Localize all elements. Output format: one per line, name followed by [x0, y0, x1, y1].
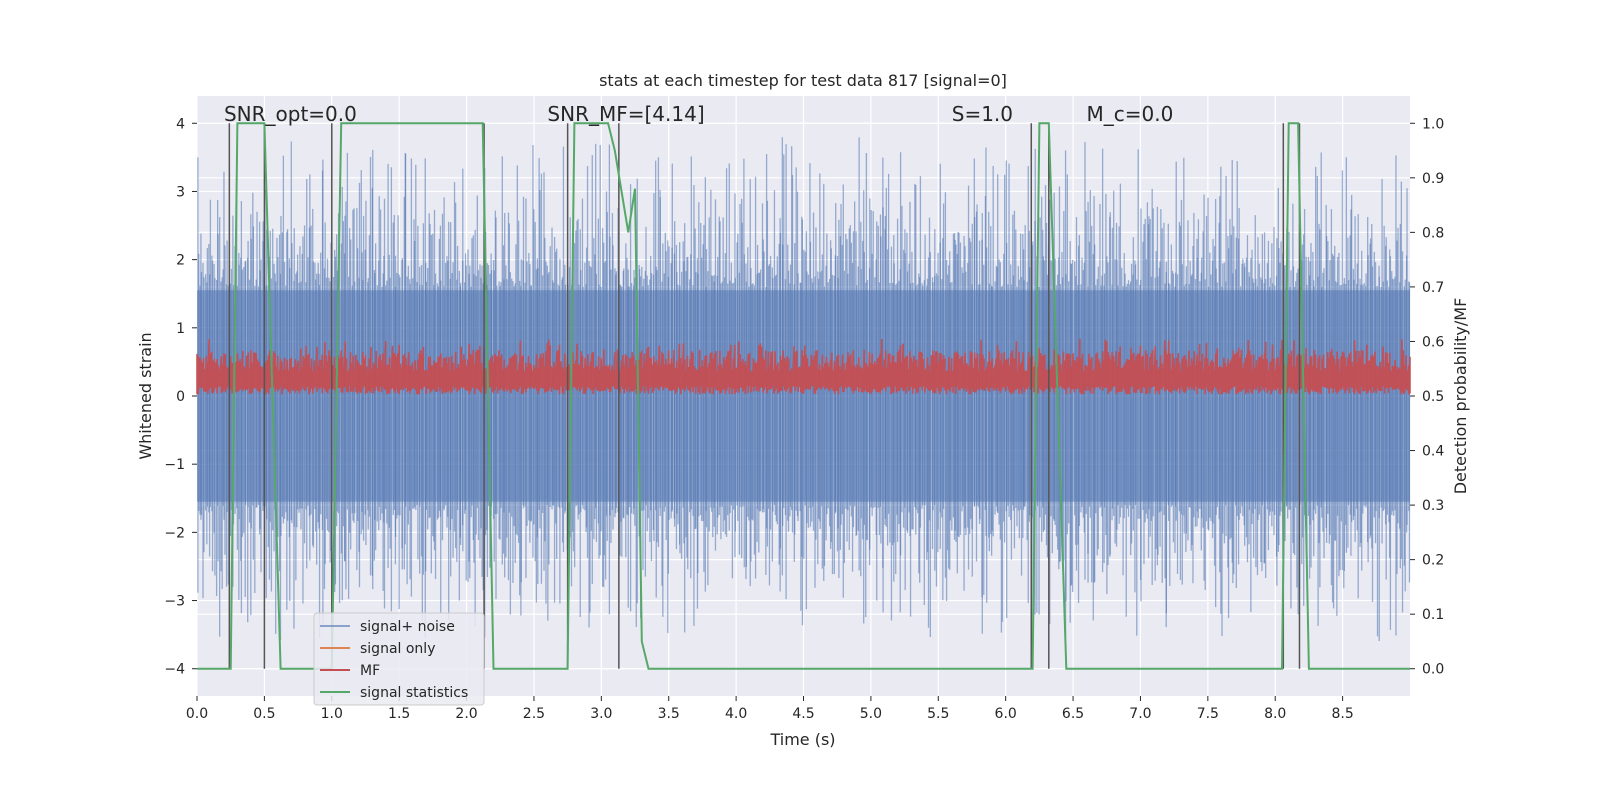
y-right-tick-label: 0.1: [1422, 607, 1444, 623]
y-right-tick-label: 0.7: [1422, 280, 1444, 296]
y-right-tick-label: 0.3: [1422, 498, 1444, 514]
series-signal-statistics: [197, 122, 1410, 670]
y-right-tick-label: 0.9: [1422, 171, 1444, 187]
annotations: SNR_opt=0.0 SNR_MF=[4.14] S=1.0 M_c=0.0: [224, 102, 1173, 126]
y-left-tick-label: 2: [176, 253, 185, 269]
y-right-tick-label: 0.5: [1422, 389, 1444, 405]
x-tick-label: 8.5: [1331, 706, 1353, 722]
y-right-tick-label: 0.0: [1422, 662, 1444, 678]
x-tick-label: 3.0: [590, 706, 612, 722]
y-right-tick-label: 1.0: [1422, 116, 1444, 132]
legend: signal+ noise signal only MF signal statist…: [313, 612, 485, 706]
legend-label: MF: [360, 663, 380, 679]
x-tick-label: 4.0: [725, 706, 747, 722]
y-axis-label-right: Detection probability/MF: [1451, 298, 1470, 495]
y-left-tick-label: −3: [164, 594, 185, 610]
y-left-tick-label: −1: [164, 457, 185, 473]
y-left-tick-label: −4: [164, 662, 185, 678]
x-tick-label: 2.5: [523, 706, 545, 722]
y-axis-label-left: Whitened strain: [136, 332, 155, 459]
x-tick-label: 5.5: [927, 706, 949, 722]
chart-title: stats at each timestep for test data 817…: [599, 71, 1007, 90]
legend-label: signal only: [360, 641, 435, 657]
y-ticks-right: 0.0 0.1 0.2 0.3 0.4 0.5 0.6 0.7 0.8 0.9 1.0: [1410, 116, 1444, 678]
x-tick-label: 4.5: [792, 706, 814, 722]
x-tick-label: 5.0: [860, 706, 882, 722]
x-tick-label: 1.5: [388, 706, 410, 722]
series-mf: [196, 338, 1411, 395]
x-tick-label: 6.0: [995, 706, 1017, 722]
x-tick-label: 7.5: [1197, 706, 1219, 722]
y-left-tick-label: 3: [176, 184, 185, 200]
legend-box: [313, 612, 485, 706]
annotation: S=1.0: [952, 102, 1013, 126]
annotation: SNR_opt=0.0: [224, 102, 357, 126]
x-tick-label: 8.0: [1264, 706, 1286, 722]
y-left-tick-label: −2: [164, 525, 185, 541]
y-right-tick-label: 0.8: [1422, 225, 1444, 241]
legend-label: signal statistics: [360, 685, 468, 701]
x-tick-label: 6.5: [1062, 706, 1084, 722]
x-tick-label: 7.0: [1129, 706, 1151, 722]
annotation: SNR_MF=[4.14]: [547, 102, 704, 126]
y-right-tick-label: 0.6: [1422, 334, 1444, 350]
y-left-tick-label: 1: [176, 321, 185, 337]
y-left-tick-label: 0: [176, 389, 185, 405]
annotation: M_c=0.0: [1087, 102, 1174, 126]
x-tick-label: 0.5: [253, 706, 275, 722]
mf-line: [196, 338, 1411, 395]
y-ticks-left: −4 −3 −2 −1 0 1 2 3 4: [164, 116, 197, 678]
x-tick-label: 3.5: [658, 706, 680, 722]
legend-label: signal+ noise: [360, 619, 455, 635]
y-left-tick-label: 4: [176, 116, 185, 132]
signal-statistics-line: [197, 122, 1410, 670]
x-ticks: 0.0 0.5 1.0 1.5 2.0 2.5 3.0 3.5 4.0 4.5 5.0 5.5 6.0 6…: [186, 696, 1354, 722]
series-signal-noise: [197, 137, 1411, 642]
x-axis-label: Time (s): [769, 730, 835, 749]
x-tick-label: 0.0: [186, 706, 208, 722]
x-tick-label: 2.0: [455, 706, 477, 722]
x-tick-label: 1.0: [321, 706, 343, 722]
y-right-tick-label: 0.4: [1422, 444, 1444, 460]
y-right-tick-label: 0.2: [1422, 553, 1444, 569]
